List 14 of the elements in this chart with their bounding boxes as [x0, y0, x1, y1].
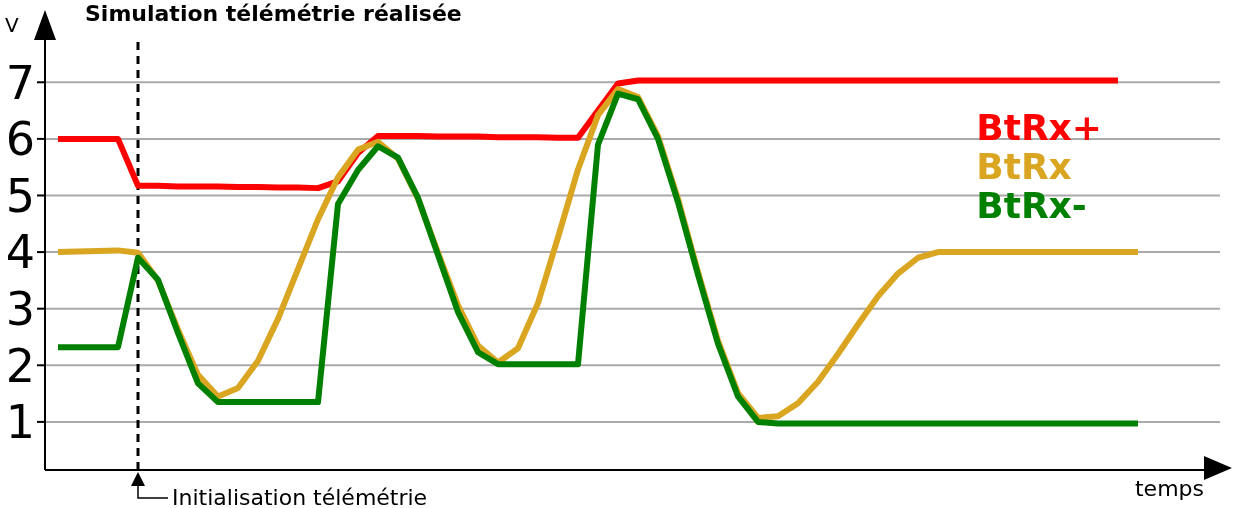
x-axis-title: temps: [1134, 476, 1204, 501]
text: Initialisation télémétrie: [172, 485, 428, 508]
text: BtRx-: [976, 185, 1088, 226]
series-label: BtRx+: [976, 107, 1102, 148]
y-tick-label: 7: [5, 55, 35, 110]
y-tick-label: 2: [5, 338, 35, 393]
y-axis-title: V: [5, 13, 19, 37]
y-tick-label: 3: [5, 282, 35, 337]
y-tick-label: 4: [5, 225, 35, 280]
series-label: BtRx: [976, 146, 1073, 187]
y-tick-label: 1: [5, 395, 35, 450]
chart-title: Simulation télémétrie réalisée: [85, 1, 462, 26]
y-tick-label: 5: [5, 168, 35, 223]
y-tick-label: 6: [5, 112, 35, 167]
